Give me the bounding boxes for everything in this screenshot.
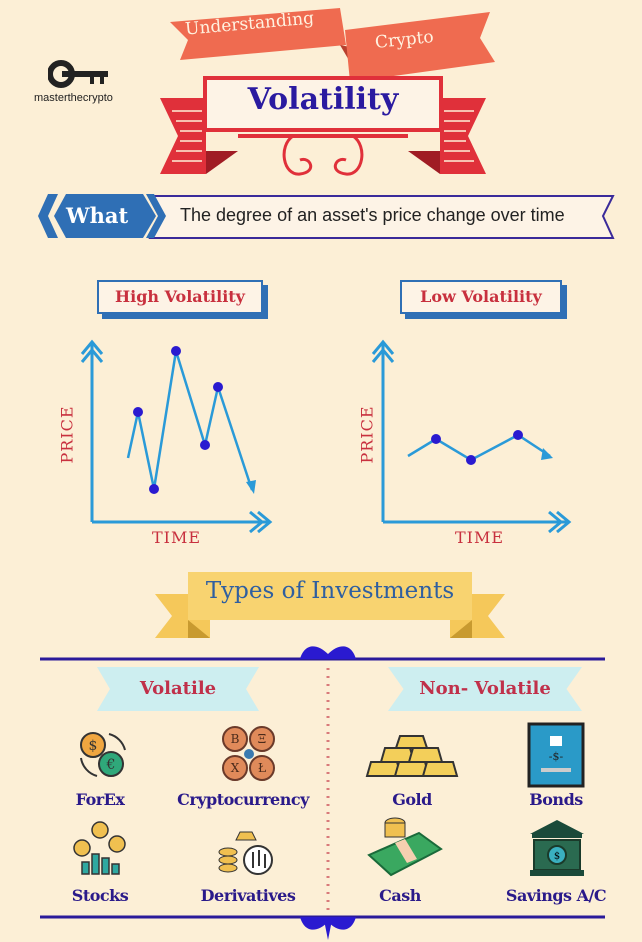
volatile-label: Volatile	[97, 667, 259, 711]
high-x-label: TIME	[152, 528, 202, 547]
high-volatility-title: High Volatility	[97, 280, 263, 314]
price-line	[407, 433, 551, 462]
svg-text:$: $	[89, 738, 98, 754]
cash-icon	[367, 817, 443, 877]
logo-text: masterthecrypto	[34, 92, 113, 104]
high-y-label: PRICE	[57, 405, 77, 464]
svg-text:$: $	[554, 851, 560, 862]
key-logo-icon	[48, 60, 108, 88]
low-volatility-title: Low Volatility	[400, 280, 562, 314]
y-axis	[80, 339, 104, 522]
svg-text:Ł: Ł	[258, 761, 266, 775]
item-forex: ForEx	[75, 790, 125, 809]
derivatives-icon	[218, 831, 273, 875]
title-banner	[160, 76, 486, 176]
data-point	[431, 434, 441, 444]
item-cash: Cash	[379, 886, 421, 905]
gold-bars-icon	[365, 735, 459, 777]
svg-text:B: B	[231, 732, 240, 746]
non-volatile-label: Non- Volatile	[388, 667, 582, 711]
svg-text:-$-: -$-	[549, 750, 564, 763]
bank-icon: $	[530, 820, 584, 876]
item-gold: Gold	[392, 790, 432, 809]
item-bonds: Bonds	[529, 790, 583, 809]
investments-ribbon	[155, 572, 505, 638]
low-x-label: TIME	[455, 528, 505, 547]
data-point	[149, 484, 159, 494]
svg-text:X: X	[231, 761, 240, 775]
data-point	[133, 407, 143, 417]
definition-bar	[38, 194, 615, 239]
price-line	[126, 350, 254, 491]
low-y-label: PRICE	[357, 405, 377, 464]
item-derivatives: Derivatives	[200, 886, 296, 905]
item-stocks: Stocks	[71, 886, 129, 905]
svg-text:Ξ: Ξ	[258, 732, 266, 746]
x-axis	[92, 510, 273, 534]
y-axis	[371, 339, 395, 522]
definition-text: The degree of an asset's price change ov…	[180, 205, 565, 225]
crypto-coins-icon: B Ξ X Ł	[222, 726, 275, 781]
data-point	[200, 440, 210, 450]
low-volatility-chart	[371, 339, 572, 534]
investments-title: Types of Investments	[205, 578, 455, 604]
svg-text:€: €	[106, 757, 116, 773]
data-point	[213, 382, 223, 392]
high-volatility-chart	[80, 339, 273, 534]
item-savings: Savings A/C	[505, 886, 607, 905]
currency-exchange-icon: $ €	[80, 732, 126, 777]
stocks-icon	[73, 821, 126, 875]
x-axis	[383, 510, 572, 534]
page-title: Volatility	[247, 82, 399, 117]
data-point	[513, 430, 523, 440]
bond-certificate-icon: -$-	[527, 722, 585, 788]
data-point	[171, 346, 181, 356]
item-cryptocurrency: Cryptocurrency	[177, 790, 309, 809]
header-ribbons	[170, 8, 495, 82]
definition-label: What	[66, 203, 129, 228]
investments-frame	[40, 646, 605, 940]
data-point	[466, 455, 476, 465]
